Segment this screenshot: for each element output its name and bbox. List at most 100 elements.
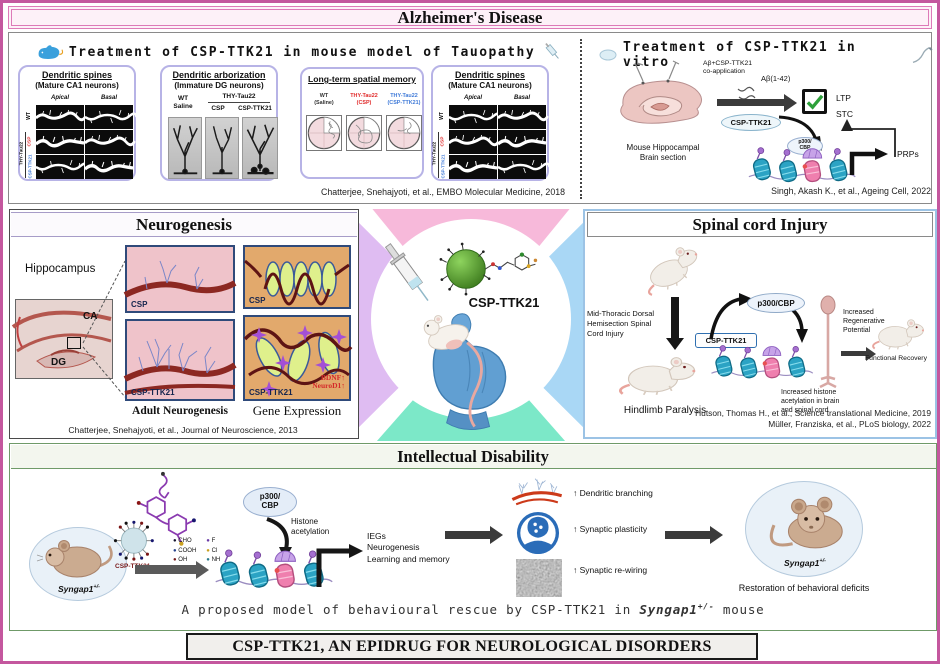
panel-subtitle: (Mature CA1 neurons)	[35, 81, 119, 90]
molecule-legend: ● CHO ● COOH ● OH ● F ● Cl ● NH	[173, 537, 220, 566]
spine-image	[83, 155, 135, 179]
citation-ageing-cell-2022: Singh, Akash K., et al., Ageing Cell, 20…	[771, 186, 931, 196]
arrow-down	[671, 297, 679, 339]
intellectual-panel	[9, 443, 937, 631]
neurogenesis-title: Neurogenesis	[11, 212, 357, 237]
tauopathy-title-row: Treatment of CSP-TTK21 in mouse model of…	[23, 41, 575, 63]
syringe-illustration	[384, 243, 429, 301]
spine-image	[496, 130, 548, 154]
syngap1-label: Syngap1+/-	[57, 584, 100, 594]
mouse-illustration	[35, 539, 113, 579]
wt-saline-label: WT Saline	[173, 95, 193, 111]
checkbox-icon	[802, 89, 827, 114]
dg-label: DG	[51, 357, 66, 368]
hippocampus-label: Hippocampus	[25, 263, 96, 275]
col-apical: Apical	[50, 95, 69, 101]
arrow-right	[717, 99, 785, 106]
iegs-label: IEGs Neurogenesis Learning and memory	[367, 531, 450, 564]
group-bracket	[25, 132, 26, 178]
adult-neurogenesis-csp-ttk21-image: CSP-TTK21	[123, 319, 237, 401]
col-basal: Basal	[513, 95, 530, 101]
maze-image-csp	[346, 115, 382, 151]
cond-wt: WT (Saline)	[314, 93, 334, 106]
spine-image	[447, 105, 502, 129]
adult-neurogenesis-csp-image: CSP	[123, 245, 237, 313]
footer-banner: CSP-TTK21, AN EPIDRUG FOR NEUROLOGICAL D…	[186, 633, 758, 660]
recovery-label: Functional Recovery	[865, 355, 927, 362]
panel-subtitle: (Mature CA1 neurons)	[448, 81, 532, 90]
abeta-label: Aβ(1-42)	[761, 74, 791, 83]
dendritic-branching-illustration	[511, 478, 563, 506]
inset-rectangle	[67, 337, 81, 349]
citation-embo-2018: Chatterjee, Snehajyoti, et al., EMBO Mol…	[321, 187, 565, 197]
neuron-image-csp-ttk21	[242, 117, 278, 179]
outcome-rewiring: ↑ Synaptic re-wiring	[573, 565, 648, 575]
row-group: THY-Tau22	[18, 141, 24, 166]
gene-expression-label: Gene Expression	[252, 403, 342, 418]
dendritic-spines-panel-2: Dendritic spines (Mature CA1 neurons) Ap…	[431, 65, 551, 181]
row-wt: WT	[26, 112, 32, 120]
inset-dashed-lines	[82, 260, 126, 398]
injury-label: Mid-Thoracic Dorsal Hemisection Spinal C…	[587, 309, 655, 338]
outcome-plasticity: ↑ Synaptic plasticity	[573, 524, 648, 534]
panel-title: Dendritic arborization	[172, 70, 266, 80]
scalpel-icon	[912, 46, 933, 63]
spine-image	[83, 105, 138, 129]
group-bracket	[438, 132, 439, 178]
feedback-arrow	[841, 119, 896, 157]
panel-subtitle: (Immature DG neurons)	[174, 81, 264, 90]
spine-image	[496, 155, 551, 179]
check-icon	[806, 94, 824, 110]
spine-image	[34, 105, 88, 129]
proposed-model-caption: A proposed model of behavioural rescue b…	[181, 602, 765, 618]
paralysis-label: Hindlimb Paralysis	[623, 405, 707, 416]
spinal-panel	[583, 209, 937, 439]
panel-title: Dendritic spines	[41, 70, 113, 80]
arrow-right	[841, 351, 867, 356]
row-csp-ttk21: CSP-TTK21	[440, 154, 446, 179]
arrow-right	[445, 531, 491, 539]
spine-image	[496, 105, 550, 129]
molecule-label: CSP-TTK21	[115, 563, 151, 570]
csp-ttk21-oval: CSP-TTK21	[721, 114, 781, 131]
csp-ttk21-label: CSP-TTK21	[238, 105, 272, 112]
csp-ttk21-molecule-illustration	[439, 242, 538, 296]
dendritic-arborization-panel: Dendritic arborization (Immature DG neur…	[160, 65, 278, 181]
invitro-title-row: Treatment of CSP-TTK21 in vitro	[599, 40, 933, 70]
synapse-icon	[516, 511, 560, 555]
spine-image	[83, 130, 137, 154]
thy-tau22-group: THY-Tau22	[222, 93, 256, 100]
rat-paralysis-illustration	[618, 356, 697, 397]
regenerative-label: Increased Regenerative Potential	[843, 309, 885, 334]
spatial-memory-panel: Long-term spatial memory WT (Saline) THY…	[300, 67, 424, 179]
outcome-branching: ↑ Dendritic branching	[573, 488, 653, 498]
neurogenesis-panel	[9, 209, 359, 439]
spine-image	[447, 155, 499, 179]
rat-recovered-illustration	[872, 318, 925, 351]
syngap1-mouse-oval-before: Syngap1+/-	[29, 527, 127, 601]
row-wt: WT	[439, 112, 445, 120]
group-underline	[208, 102, 270, 103]
col-apical: Apical	[463, 95, 482, 101]
stc-label: STC	[836, 109, 853, 119]
csp-label: CSP	[211, 105, 225, 112]
gene-expression-csp-image: CSP	[243, 245, 351, 309]
synaptic-rewiring-image	[516, 559, 562, 597]
acetylation-label: Increased histone acetylation in brain a…	[781, 389, 840, 414]
syngap1-label: Syngap1+/-	[783, 558, 826, 568]
row-group: THY-Tau22	[431, 141, 437, 166]
footer-title: CSP-TTK21, AN EPIDRUG FOR NEUROLOGICAL D…	[232, 637, 712, 655]
csp-ttk21-structure-illustration	[113, 471, 196, 561]
maze-image-wt	[306, 115, 342, 151]
slice-icon	[599, 49, 617, 61]
hippocampus-illustration	[11, 299, 113, 379]
arrow-right	[665, 531, 711, 539]
section-divider	[580, 39, 582, 199]
cond-csp-ttk21: THY-Tau22 (CSP-TTK21)	[387, 93, 421, 106]
nucleosome-row	[709, 343, 817, 383]
tauopathy-title: Treatment of CSP-TTK21 in mouse model of…	[68, 44, 536, 60]
panel-title: Dendritic spines	[454, 70, 526, 80]
transcription-arrow	[316, 544, 363, 587]
spine-image	[34, 155, 89, 179]
